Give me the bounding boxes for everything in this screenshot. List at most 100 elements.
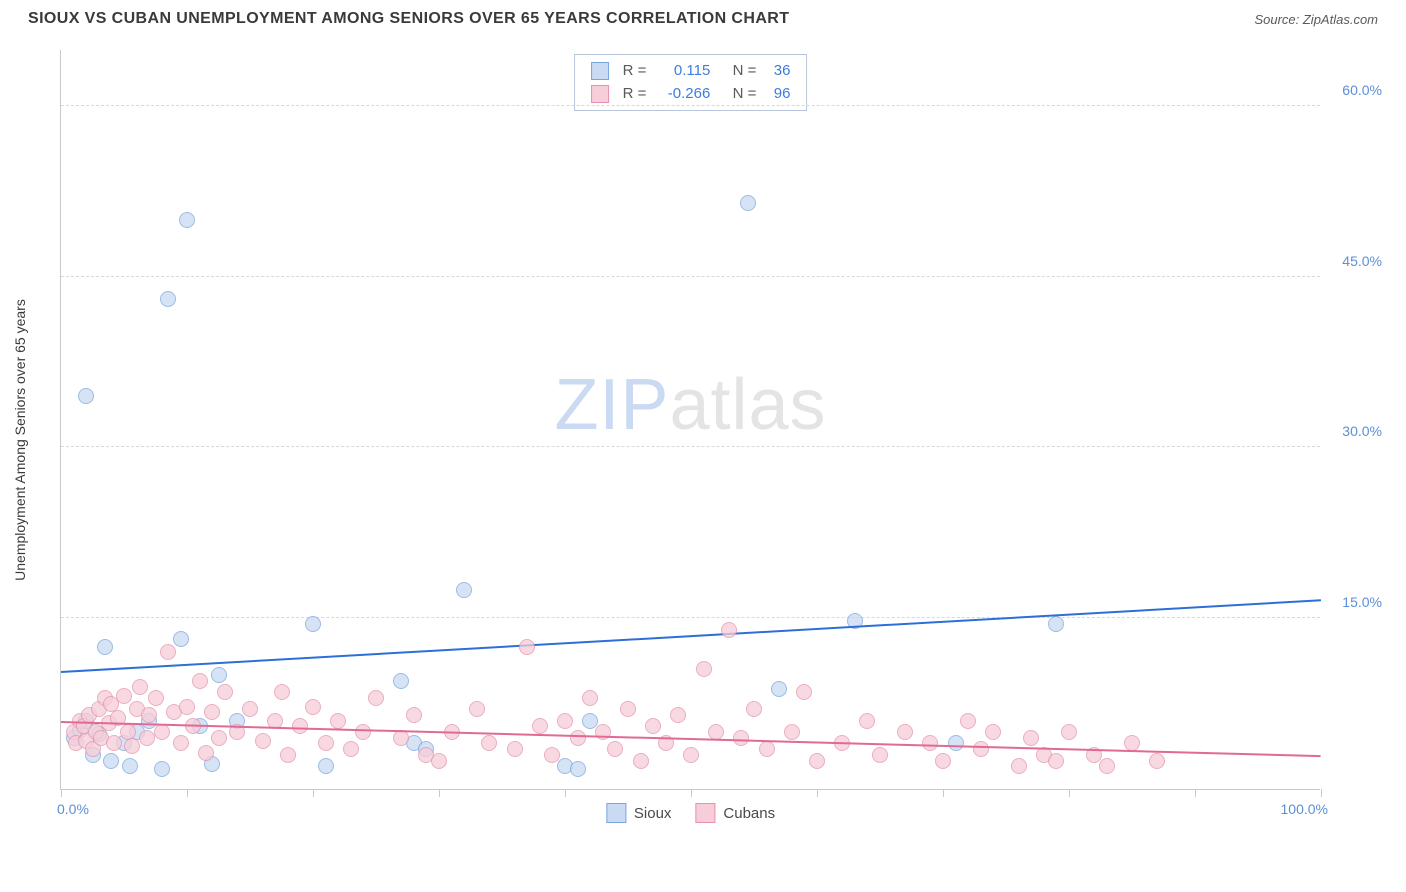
data-point	[160, 644, 176, 660]
stat-label: R =	[623, 83, 647, 106]
data-point	[132, 679, 148, 695]
data-point	[809, 753, 825, 769]
data-point	[406, 707, 422, 723]
data-point	[973, 741, 989, 757]
data-point	[141, 707, 157, 723]
watermark: ZIPatlas	[554, 364, 826, 446]
data-point	[771, 681, 787, 697]
data-point	[507, 741, 523, 757]
legend-swatch	[606, 803, 626, 823]
data-point	[1011, 758, 1027, 774]
y-tick-label: 60.0%	[1342, 82, 1382, 98]
data-point	[746, 701, 762, 717]
data-point	[154, 761, 170, 777]
legend-swatch	[695, 803, 715, 823]
legend: Sioux Cubans	[606, 803, 775, 823]
data-point	[784, 724, 800, 740]
gridline	[61, 276, 1320, 277]
data-point	[139, 730, 155, 746]
watermark-part1: ZIP	[554, 365, 669, 445]
data-point	[733, 730, 749, 746]
chart-title: SIOUX VS CUBAN UNEMPLOYMENT AMONG SENIOR…	[28, 10, 789, 28]
data-point	[519, 639, 535, 655]
y-tick-label: 30.0%	[1342, 423, 1382, 439]
data-point	[280, 747, 296, 763]
data-point	[796, 684, 812, 700]
stat-r: -0.266	[660, 83, 710, 106]
data-point	[645, 718, 661, 734]
series-swatch	[591, 85, 609, 103]
x-tick	[943, 789, 944, 797]
data-point	[255, 733, 271, 749]
source-text: Source: ZipAtlas.com	[1254, 12, 1378, 27]
stat-r: 0.115	[660, 60, 710, 83]
stats-row: R =-0.266 N =96	[591, 83, 791, 106]
data-point	[1048, 616, 1064, 632]
legend-item: Sioux	[606, 803, 672, 823]
watermark-part2: atlas	[669, 365, 826, 445]
data-point	[124, 738, 140, 754]
data-point	[1149, 753, 1165, 769]
data-point	[179, 699, 195, 715]
data-point	[330, 713, 346, 729]
data-point	[620, 701, 636, 717]
data-point	[985, 724, 1001, 740]
data-point	[431, 753, 447, 769]
data-point	[897, 724, 913, 740]
chart-area: Unemployment Among Seniors over 65 years…	[50, 50, 1370, 830]
x-tick	[1069, 789, 1070, 797]
data-point	[211, 667, 227, 683]
data-point	[393, 673, 409, 689]
data-point	[368, 690, 384, 706]
data-point	[160, 291, 176, 307]
data-point	[570, 730, 586, 746]
data-point	[948, 735, 964, 751]
data-point	[1061, 724, 1077, 740]
data-point	[582, 690, 598, 706]
data-point	[103, 753, 119, 769]
data-point	[557, 713, 573, 729]
data-point	[872, 747, 888, 763]
data-point	[469, 701, 485, 717]
data-point	[173, 631, 189, 647]
data-point	[116, 688, 132, 704]
data-point	[154, 724, 170, 740]
y-tick-label: 45.0%	[1342, 253, 1382, 269]
data-point	[544, 747, 560, 763]
stat-label: N =	[724, 60, 756, 83]
data-point	[211, 730, 227, 746]
data-point	[721, 622, 737, 638]
series-swatch	[591, 62, 609, 80]
data-point	[1099, 758, 1115, 774]
stat-n: 36	[770, 60, 790, 83]
data-point	[318, 758, 334, 774]
data-point	[242, 701, 258, 717]
x-tick	[1195, 789, 1196, 797]
data-point	[935, 753, 951, 769]
x-tick	[817, 789, 818, 797]
data-point	[305, 699, 321, 715]
data-point	[859, 713, 875, 729]
data-point	[740, 195, 756, 211]
y-axis-label: Unemployment Among Seniors over 65 years	[12, 299, 28, 581]
x-tick	[565, 789, 566, 797]
data-point	[204, 704, 220, 720]
data-point	[696, 661, 712, 677]
data-point	[633, 753, 649, 769]
data-point	[198, 745, 214, 761]
data-point	[192, 673, 208, 689]
data-point	[97, 639, 113, 655]
data-point	[179, 212, 195, 228]
data-point	[759, 741, 775, 757]
data-point	[570, 761, 586, 777]
data-point	[148, 690, 164, 706]
data-point	[456, 582, 472, 598]
legend-item: Cubans	[695, 803, 775, 823]
trend-line	[61, 599, 1321, 673]
x-tick	[313, 789, 314, 797]
data-point	[607, 741, 623, 757]
stats-box: R =0.115 N =36R =-0.266 N =96	[574, 54, 808, 111]
x-tick-label: 0.0%	[57, 801, 89, 817]
data-point	[318, 735, 334, 751]
chart-header: SIOUX VS CUBAN UNEMPLOYMENT AMONG SENIOR…	[0, 0, 1406, 34]
